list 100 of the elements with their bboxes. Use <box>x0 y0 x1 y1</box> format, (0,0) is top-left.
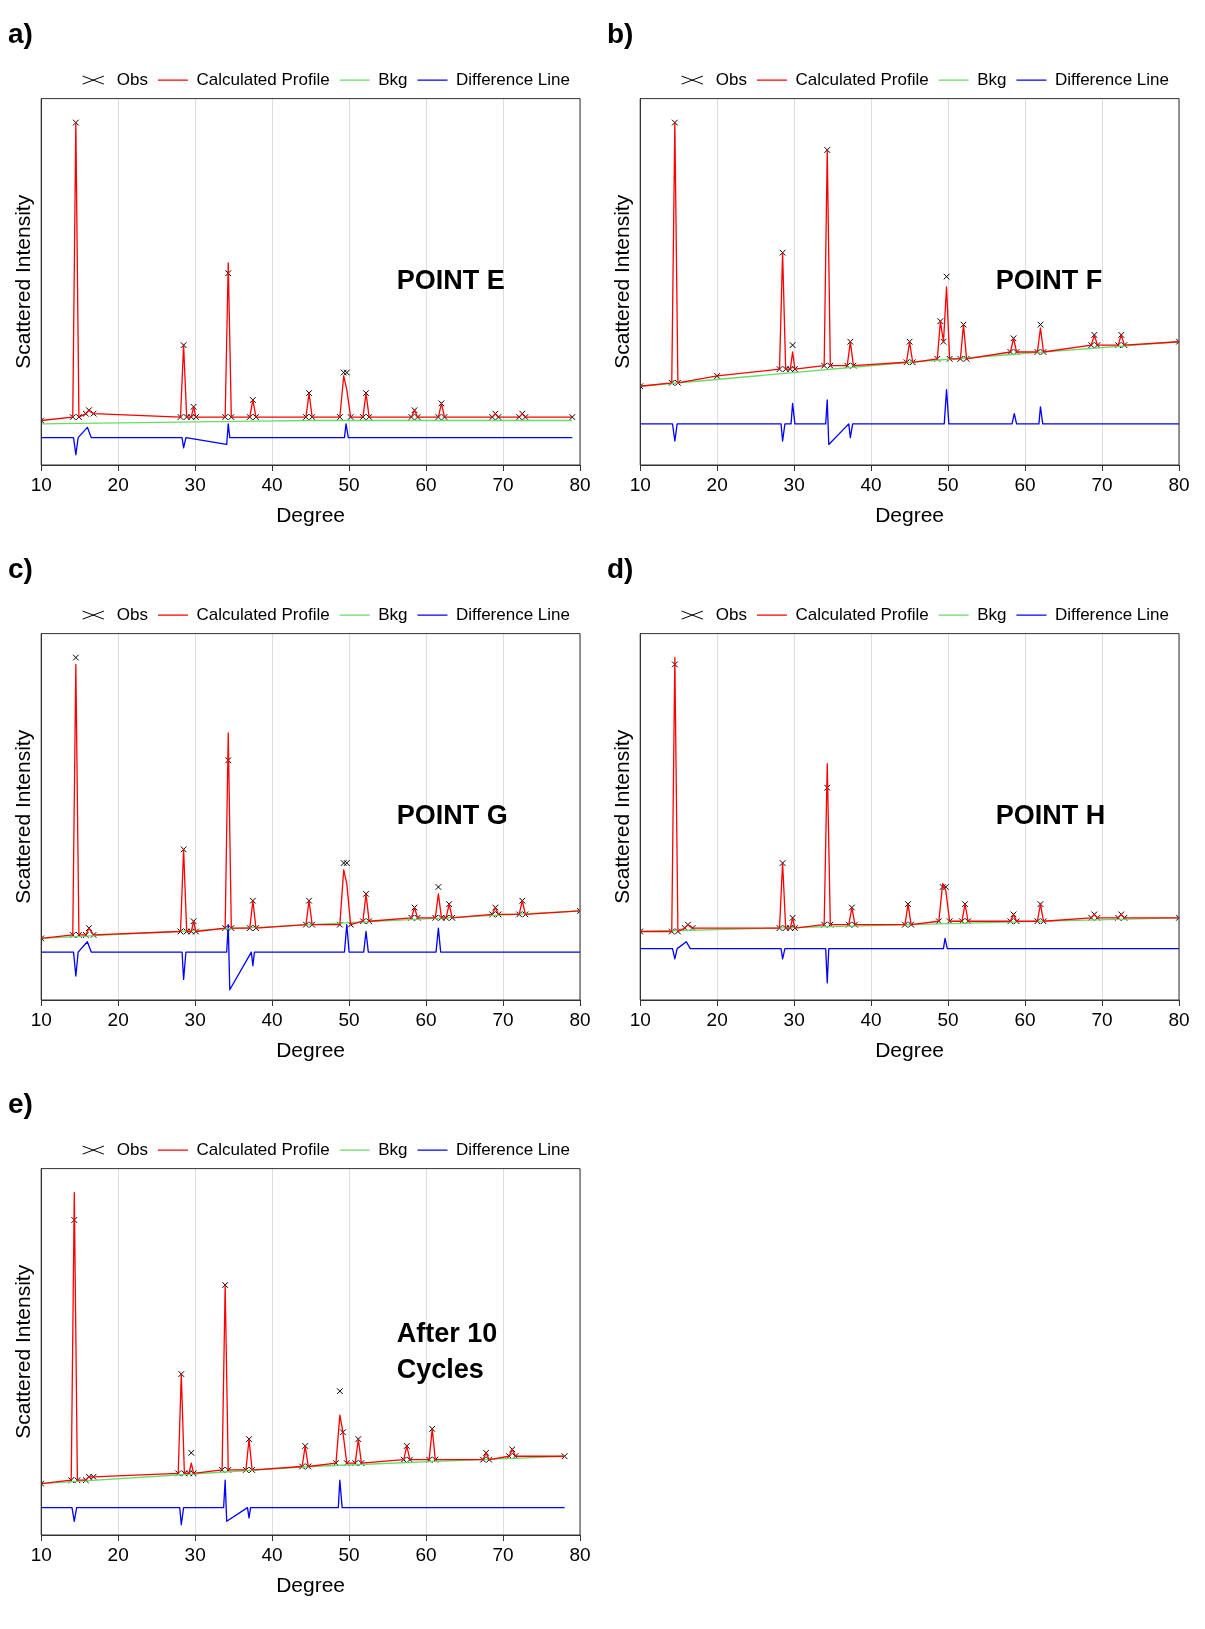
y-axis-title: Scattered Intensity <box>610 729 634 904</box>
point <box>776 365 783 373</box>
point <box>403 1442 411 1450</box>
x-tick-label: 20 <box>706 473 728 495</box>
legend-label: Obs <box>116 1139 148 1159</box>
x-tick-label: 40 <box>261 1543 283 1565</box>
x-axis-title: Degree <box>276 503 346 527</box>
x-tick-label: 70 <box>1091 1008 1113 1030</box>
x-tick-label: 30 <box>783 1008 805 1030</box>
point <box>671 661 679 668</box>
legend-label: Bkg <box>378 69 408 89</box>
point <box>354 1435 362 1443</box>
point <box>340 369 348 376</box>
x-axis-title: Degree <box>276 1573 346 1597</box>
x-tick-label: 40 <box>261 1008 283 1030</box>
annotation: POINT G <box>396 800 508 831</box>
x-axis-title: Degree <box>276 1038 346 1062</box>
point <box>1037 321 1044 328</box>
point <box>180 341 187 349</box>
point <box>69 413 77 421</box>
annotation: After 10 Cycles <box>396 1318 498 1385</box>
point <box>671 119 679 126</box>
x-tick-label: 60 <box>415 1543 437 1565</box>
point <box>907 921 915 928</box>
point <box>943 273 950 280</box>
legend-label: Calculated Profile <box>795 604 929 624</box>
point <box>308 921 316 928</box>
point <box>668 928 676 935</box>
point <box>227 413 235 421</box>
chart-title: a) <box>8 17 33 49</box>
point <box>479 1456 487 1463</box>
point <box>820 362 828 370</box>
point <box>343 859 351 867</box>
point <box>408 413 415 421</box>
legend-label: Bkg <box>977 604 1007 624</box>
legend-label: Difference Line <box>455 604 571 624</box>
point <box>508 1446 516 1453</box>
legend-label: Difference Line <box>455 1139 571 1159</box>
x-tick-label: 40 <box>860 1008 882 1030</box>
x-tick-label: 10 <box>30 1543 52 1565</box>
point <box>940 338 947 346</box>
point <box>435 883 442 891</box>
point <box>960 321 967 328</box>
point <box>190 403 197 411</box>
point <box>779 249 786 257</box>
point <box>492 904 499 911</box>
x-tick-label: 60 <box>1014 1008 1036 1030</box>
point <box>177 1370 185 1378</box>
point <box>343 369 351 376</box>
legend-label: Obs <box>116 69 148 89</box>
point <box>485 1456 493 1463</box>
x-tick-label: 70 <box>492 1008 514 1030</box>
legend-label: Obs <box>715 604 747 624</box>
x-tick-label: 20 <box>107 1008 129 1030</box>
point <box>903 358 910 366</box>
x-tick-label: 80 <box>1168 473 1190 495</box>
point <box>305 897 313 905</box>
point <box>713 372 721 380</box>
legend-label: Calculated Profile <box>795 69 929 89</box>
legend-label: Bkg <box>977 69 1007 89</box>
x-tick-label: 10 <box>30 1008 52 1030</box>
point <box>568 413 576 421</box>
point <box>1010 334 1017 342</box>
x-tick-label: 70 <box>1091 473 1113 495</box>
point <box>431 914 439 922</box>
legend-label: Difference Line <box>1054 69 1170 89</box>
annotation: POINT F <box>995 265 1103 296</box>
x-tick-label: 70 <box>492 1543 514 1565</box>
point <box>249 897 257 905</box>
point <box>937 317 944 325</box>
point <box>221 413 229 421</box>
point <box>340 859 348 867</box>
point <box>438 400 445 407</box>
point <box>789 914 796 922</box>
point <box>482 1449 490 1457</box>
point <box>435 413 442 421</box>
point <box>177 413 184 421</box>
point <box>192 928 200 935</box>
x-tick-label: 60 <box>1014 473 1036 495</box>
point <box>674 928 682 935</box>
x-tick-label: 20 <box>107 473 129 495</box>
point <box>957 355 964 363</box>
point <box>72 654 80 661</box>
point <box>1040 917 1047 925</box>
x-tick-label: 80 <box>1168 1008 1190 1030</box>
x-tick-label: 50 <box>338 1008 360 1030</box>
annotation: POINT E <box>396 265 505 296</box>
point <box>441 413 448 421</box>
point <box>789 341 796 349</box>
point <box>365 917 373 925</box>
point <box>414 413 421 421</box>
x-tick-label: 20 <box>107 1543 129 1565</box>
point <box>776 924 783 932</box>
x-tick-label: 10 <box>629 1008 651 1030</box>
point <box>339 1428 347 1436</box>
point <box>1117 331 1125 339</box>
x-tick-label: 50 <box>937 1008 959 1030</box>
point <box>1087 341 1095 349</box>
x-tick-label: 80 <box>569 1008 591 1030</box>
legend-label: Difference Line <box>1054 604 1170 624</box>
